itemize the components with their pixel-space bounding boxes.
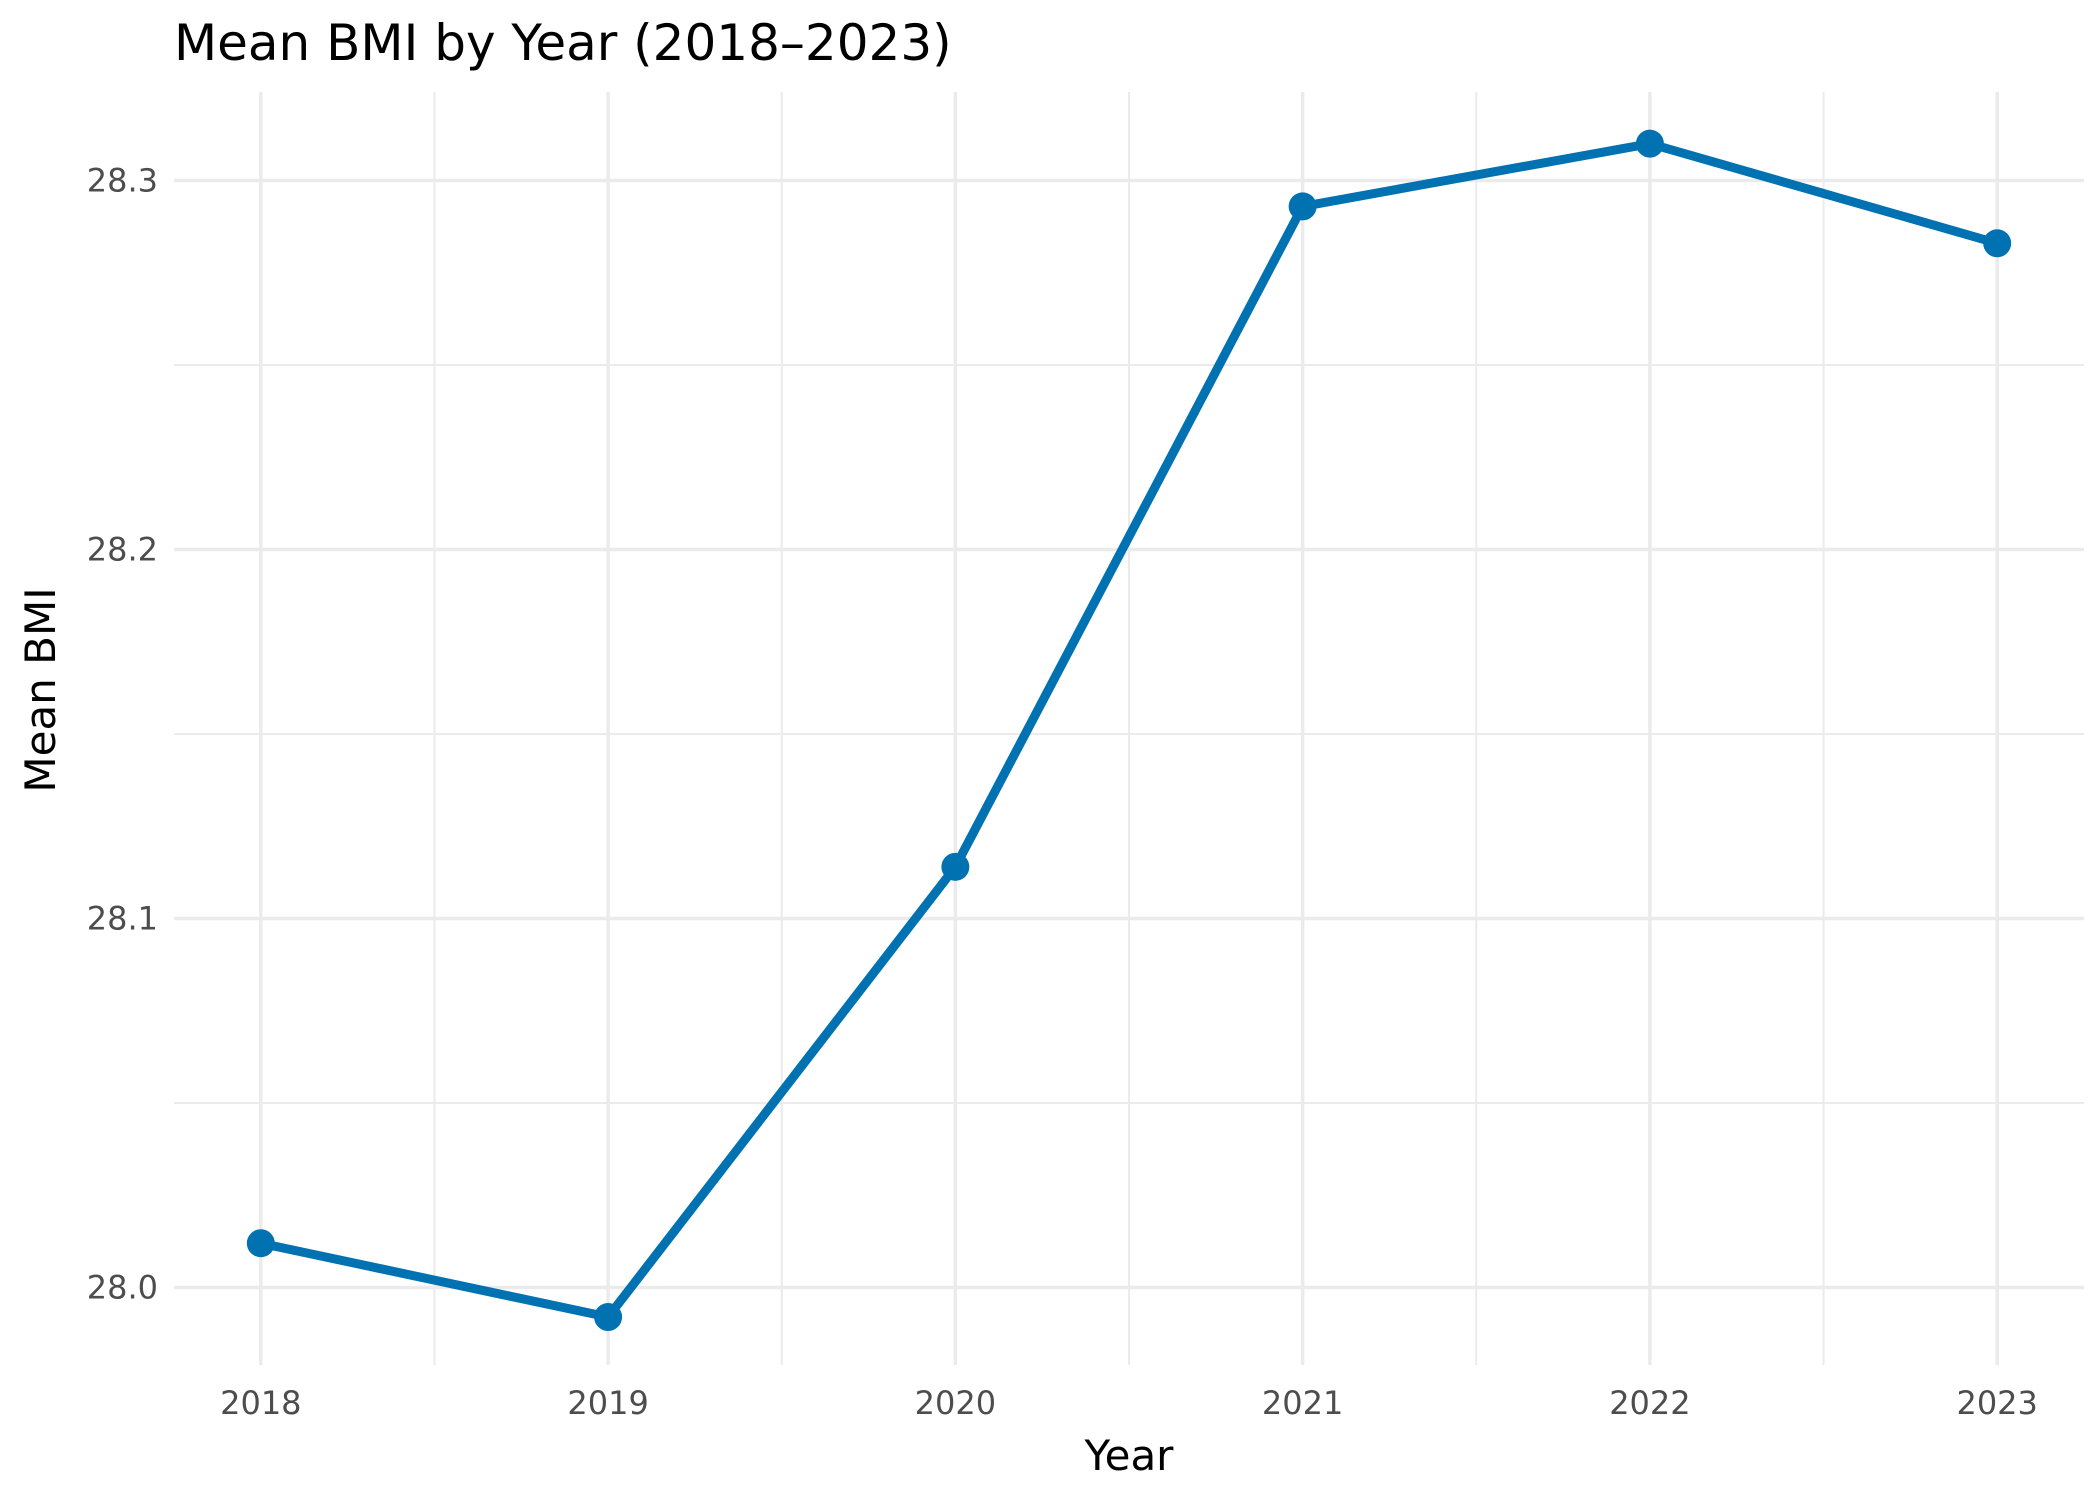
chart-title: Mean BMI by Year (2018–2023) <box>174 14 952 72</box>
data-point <box>246 1229 275 1258</box>
x-axis-ticks: 2018 2019 2020 2021 2022 2023 <box>220 1384 2038 1422</box>
x-tick-label: 2021 <box>1262 1384 1343 1422</box>
y-tick-label: 28.0 <box>87 1269 158 1307</box>
y-tick-label: 28.2 <box>87 531 158 569</box>
x-tick-label: 2023 <box>1956 1384 2037 1422</box>
y-axis-title: Mean BMI <box>16 587 65 792</box>
y-tick-label: 28.3 <box>87 162 158 200</box>
data-point <box>1983 229 2012 258</box>
x-tick-label: 2018 <box>220 1384 301 1422</box>
x-tick-label: 2020 <box>915 1384 996 1422</box>
y-axis-ticks: 28.0 28.1 28.2 28.3 <box>87 162 158 1307</box>
data-point <box>1635 129 1664 158</box>
x-tick-label: 2019 <box>567 1384 648 1422</box>
series-group <box>246 129 2012 1332</box>
x-axis-title: Year <box>1084 1431 1175 1480</box>
data-point <box>941 852 970 881</box>
data-point <box>1288 192 1317 221</box>
y-tick-label: 28.1 <box>87 900 158 938</box>
x-tick-label: 2022 <box>1609 1384 1690 1422</box>
grid-lines <box>174 92 2084 1365</box>
series-line <box>256 139 2002 1322</box>
data-point <box>594 1303 623 1332</box>
